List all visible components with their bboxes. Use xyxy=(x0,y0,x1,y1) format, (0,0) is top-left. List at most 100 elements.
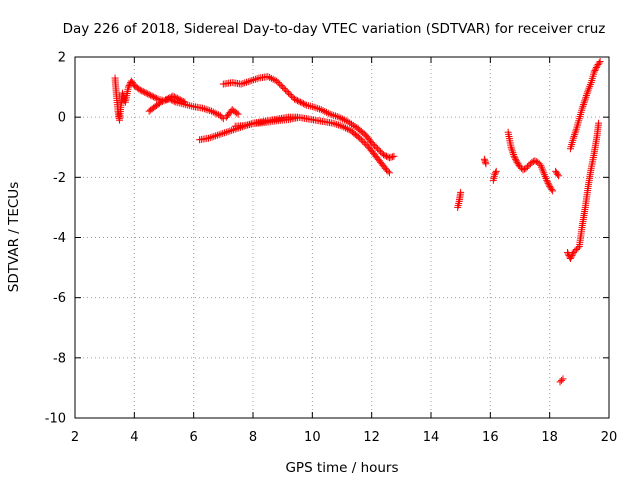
data-point xyxy=(381,152,389,160)
data-point xyxy=(202,105,210,113)
series-arc-10 xyxy=(504,128,557,195)
data-point xyxy=(291,95,299,103)
data-point xyxy=(491,170,499,178)
data-point xyxy=(383,152,390,160)
data-point xyxy=(390,152,398,160)
data-point xyxy=(314,104,322,112)
data-point xyxy=(568,252,576,260)
data-point xyxy=(548,185,556,193)
x-tick-label: 12 xyxy=(363,430,380,445)
data-point xyxy=(229,126,237,134)
data-point xyxy=(176,96,184,104)
data-point xyxy=(234,110,242,118)
data-point xyxy=(147,91,155,99)
data-point xyxy=(269,75,277,83)
data-point xyxy=(315,105,323,113)
data-point xyxy=(359,137,367,145)
data-point xyxy=(161,96,169,104)
data-point xyxy=(251,75,259,83)
data-point xyxy=(343,125,351,133)
data-point xyxy=(331,112,339,120)
data-point xyxy=(559,375,567,383)
data-point xyxy=(328,111,336,119)
data-point xyxy=(330,111,338,119)
data-point xyxy=(534,158,542,166)
data-point xyxy=(119,91,127,99)
data-point xyxy=(145,91,153,99)
data-point xyxy=(543,178,551,186)
data-point xyxy=(173,94,181,102)
data-point xyxy=(511,154,519,162)
data-point xyxy=(208,133,216,141)
data-point xyxy=(543,176,551,184)
data-point xyxy=(349,121,357,129)
data-point xyxy=(336,122,344,130)
data-point xyxy=(331,120,339,128)
data-point xyxy=(340,116,348,124)
data-point xyxy=(595,59,603,67)
data-point xyxy=(164,94,172,102)
data-point xyxy=(339,115,347,123)
data-point xyxy=(217,130,225,138)
data-point xyxy=(580,99,588,107)
data-point xyxy=(250,76,258,84)
data-point xyxy=(207,107,215,115)
data-point xyxy=(457,188,465,196)
data-point xyxy=(523,163,531,171)
data-point xyxy=(209,108,217,116)
data-point xyxy=(592,65,600,73)
data-point xyxy=(294,97,301,105)
y-tick-label: -2 xyxy=(53,171,66,186)
data-point xyxy=(544,179,552,187)
plot-frame xyxy=(74,56,610,419)
data-point xyxy=(584,88,592,96)
data-point xyxy=(508,147,516,155)
data-point xyxy=(160,97,168,105)
series-arc-14 xyxy=(566,58,604,153)
data-point xyxy=(509,149,517,157)
data-point xyxy=(570,132,578,140)
y-tick-label: -4 xyxy=(53,231,66,246)
data-point xyxy=(153,94,161,102)
x-tick-label: 10 xyxy=(304,430,321,445)
y-tick-label: -10 xyxy=(45,412,66,427)
data-point xyxy=(178,97,186,105)
data-point xyxy=(369,140,377,148)
data-point xyxy=(296,98,304,106)
data-point xyxy=(292,96,300,104)
data-point xyxy=(141,88,149,96)
series-arc-13 xyxy=(563,119,603,263)
data-point xyxy=(380,151,388,159)
data-point xyxy=(222,128,230,136)
data-point xyxy=(142,89,150,97)
series-arc-6 xyxy=(231,114,301,130)
data-point xyxy=(342,117,350,125)
y-tick-label: 0 xyxy=(58,111,66,126)
series-arc-4 xyxy=(219,73,398,162)
series-arc-9 xyxy=(489,167,500,184)
data-point xyxy=(157,98,165,106)
data-point xyxy=(228,126,236,134)
data-point xyxy=(226,127,234,135)
data-point xyxy=(298,99,306,107)
x-tick-label: 16 xyxy=(482,430,499,445)
x-axis-label: GPS time / hours xyxy=(285,460,398,476)
data-point xyxy=(163,95,171,103)
data-point xyxy=(357,136,365,144)
data-point xyxy=(388,153,396,161)
data-point xyxy=(301,100,309,108)
data-point xyxy=(213,131,221,139)
data-point xyxy=(212,132,220,140)
data-point xyxy=(384,167,392,175)
data-point xyxy=(334,121,342,129)
data-point xyxy=(569,134,577,142)
series-arc-3 xyxy=(222,106,242,121)
data-point xyxy=(282,86,290,94)
data-point xyxy=(596,58,604,66)
series-arc-12 xyxy=(556,375,567,386)
y-tick-label: -8 xyxy=(53,351,66,366)
grid xyxy=(75,57,609,418)
data-point xyxy=(308,103,316,111)
data-point xyxy=(139,88,147,96)
data-point xyxy=(360,139,368,147)
